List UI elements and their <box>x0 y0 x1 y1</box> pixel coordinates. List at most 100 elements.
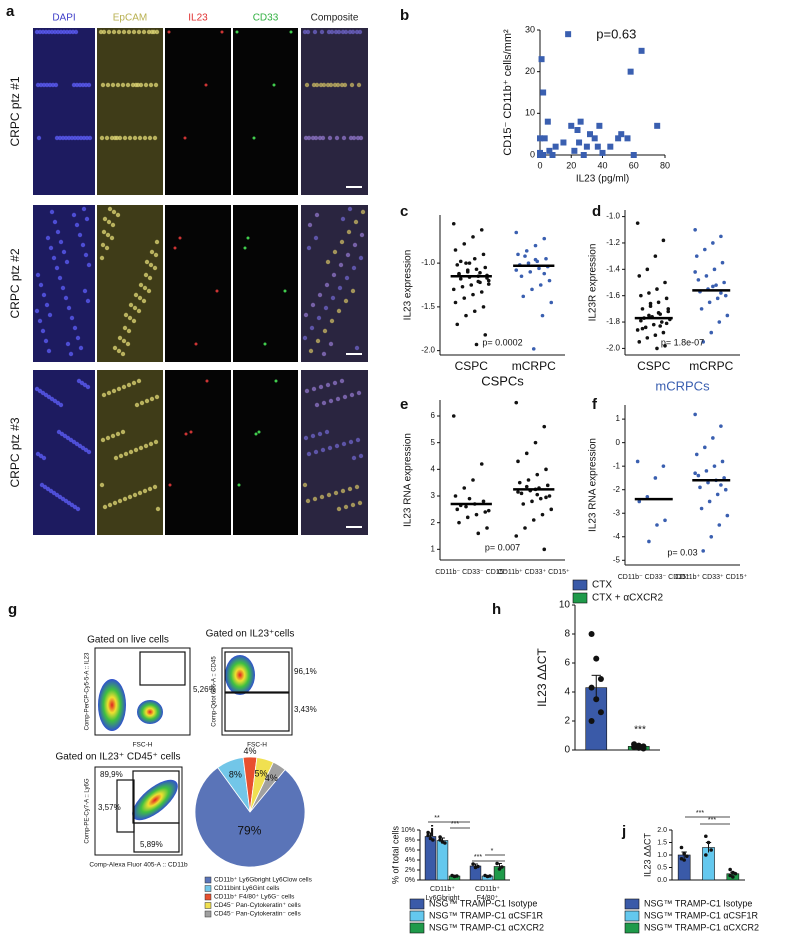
cell <box>115 212 121 218</box>
cell <box>133 82 139 88</box>
point <box>655 287 659 291</box>
point <box>471 292 475 297</box>
annotation: p=0.63 <box>596 26 636 41</box>
point <box>481 305 486 309</box>
cell <box>341 441 347 447</box>
point <box>514 230 519 235</box>
legend-label: CTX + αCXCR2 <box>592 593 664 604</box>
x-tick-label: CSPC <box>455 359 489 373</box>
x-tick-label: CD11b⁺ CD33⁺ CD15⁺ <box>675 574 747 581</box>
cell <box>154 29 160 35</box>
cell <box>120 82 126 88</box>
point <box>639 318 643 323</box>
cell <box>317 431 323 437</box>
cell <box>120 429 126 435</box>
cell <box>117 335 123 341</box>
cell <box>121 338 127 344</box>
point <box>597 675 604 682</box>
point <box>599 149 606 156</box>
y-tick-label: 20 <box>525 66 535 76</box>
cell <box>246 236 250 240</box>
cell <box>324 429 330 435</box>
point <box>546 147 553 154</box>
y-tick-label: 8% <box>405 837 415 844</box>
y-tick-label: 0 <box>530 149 535 159</box>
density <box>132 779 178 821</box>
cell <box>194 342 198 346</box>
point <box>694 452 699 457</box>
annotation: p= 0.03 <box>667 547 697 557</box>
cell <box>349 82 355 88</box>
cell <box>131 29 137 35</box>
point <box>637 274 642 278</box>
cell <box>147 275 153 281</box>
y-tick-label: -2.0 <box>421 346 435 355</box>
micrograph <box>97 28 163 195</box>
cell <box>99 255 105 261</box>
point <box>540 89 547 96</box>
point <box>663 343 667 348</box>
point <box>638 47 645 54</box>
gate <box>224 692 290 732</box>
point <box>455 322 460 327</box>
point <box>647 539 651 544</box>
cell <box>106 29 112 35</box>
legend-swatch <box>204 902 212 909</box>
point <box>666 307 671 311</box>
point <box>698 485 702 490</box>
cell <box>142 488 148 494</box>
cell <box>306 135 312 141</box>
gate-percent: 3,43% <box>294 705 317 714</box>
significance: *** <box>634 725 646 736</box>
point <box>544 495 548 500</box>
cell <box>274 379 278 383</box>
cell <box>333 490 339 496</box>
point <box>544 256 548 261</box>
cell <box>340 216 346 222</box>
point <box>587 131 593 138</box>
y-axis-label: IL23R expression <box>588 244 599 322</box>
point <box>462 242 467 246</box>
cell <box>313 449 319 455</box>
cell <box>141 298 147 304</box>
cell <box>305 498 311 504</box>
cell <box>342 82 348 88</box>
flow-y-label: Comp-PerCP-Cy5-5-A :: IL23 <box>85 652 91 730</box>
point <box>679 845 684 850</box>
point <box>627 68 634 75</box>
point <box>693 412 697 417</box>
cell <box>356 82 362 88</box>
cell <box>306 245 312 251</box>
point <box>474 512 479 517</box>
panel-letter: b <box>400 7 409 24</box>
cell <box>353 219 359 225</box>
cell <box>325 259 331 265</box>
cell <box>302 335 308 341</box>
point <box>476 531 481 536</box>
cell <box>113 455 119 461</box>
point <box>486 278 491 283</box>
y-tick-label: -1.6 <box>606 291 620 300</box>
cell <box>68 351 74 357</box>
point <box>469 283 474 287</box>
cell <box>237 483 241 487</box>
x-tick-label: CD11b⁻ CD33⁻ CD15⁻ <box>435 569 507 576</box>
cell <box>329 29 335 35</box>
cell <box>347 206 353 212</box>
cell <box>332 249 338 255</box>
cell <box>63 295 69 301</box>
cell <box>35 272 41 278</box>
point <box>486 508 491 513</box>
point <box>467 261 472 265</box>
cell <box>321 400 327 406</box>
cell <box>220 30 224 34</box>
density <box>225 655 255 695</box>
micrograph <box>97 205 163 362</box>
point <box>714 283 718 287</box>
legend-swatch <box>572 579 588 591</box>
cell <box>120 351 126 357</box>
point <box>720 260 725 265</box>
cell <box>117 135 123 141</box>
point <box>637 499 642 504</box>
cell <box>85 384 91 390</box>
